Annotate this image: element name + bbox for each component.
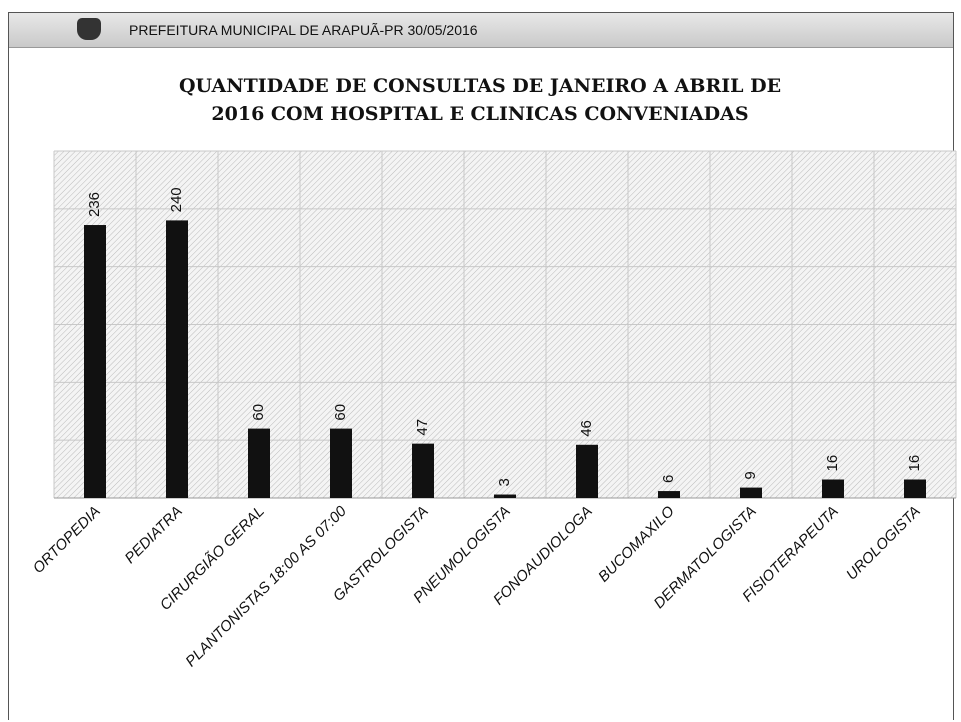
x-tick-label: ORTOPEDIA bbox=[30, 503, 104, 577]
bar bbox=[330, 428, 352, 498]
chart-title: QUANTIDADE DE CONSULTAS DE JANEIRO A ABR… bbox=[178, 75, 782, 125]
data-label: 6 bbox=[660, 475, 677, 483]
data-label: 16 bbox=[906, 455, 923, 472]
bar bbox=[494, 494, 516, 498]
x-tick-label: UROLOGISTA bbox=[843, 503, 924, 584]
data-label: 60 bbox=[332, 404, 349, 421]
data-label: 9 bbox=[742, 471, 759, 479]
x-tick-label: PLANTONISTAS 18:00 AS 07:00 bbox=[182, 502, 350, 670]
data-label: 47 bbox=[414, 419, 431, 436]
data-label: 236 bbox=[86, 192, 103, 217]
data-label: 16 bbox=[824, 455, 841, 472]
x-tick-label: PEDIATRA bbox=[122, 503, 186, 567]
bar bbox=[822, 479, 844, 498]
data-label: 46 bbox=[578, 420, 595, 437]
bar bbox=[84, 225, 106, 498]
bar bbox=[576, 444, 598, 498]
crest-icon bbox=[77, 18, 101, 40]
data-label: 240 bbox=[168, 187, 185, 212]
bar bbox=[904, 479, 926, 498]
x-tick-label: BUCOMAXILO bbox=[595, 503, 678, 586]
bar bbox=[412, 443, 434, 498]
data-label: 3 bbox=[496, 478, 513, 486]
bar bbox=[658, 491, 680, 498]
header-bar: PREFEITURA MUNICIPAL DE ARAPUÃ-PR 30/05/… bbox=[9, 13, 953, 48]
data-label: 60 bbox=[250, 404, 267, 421]
header-text: PREFEITURA MUNICIPAL DE ARAPUÃ-PR 30/05/… bbox=[129, 22, 478, 38]
bar bbox=[248, 428, 270, 498]
document-frame: PREFEITURA MUNICIPAL DE ARAPUÃ-PR 30/05/… bbox=[8, 12, 954, 720]
bar bbox=[740, 487, 762, 498]
bar bbox=[166, 220, 188, 498]
